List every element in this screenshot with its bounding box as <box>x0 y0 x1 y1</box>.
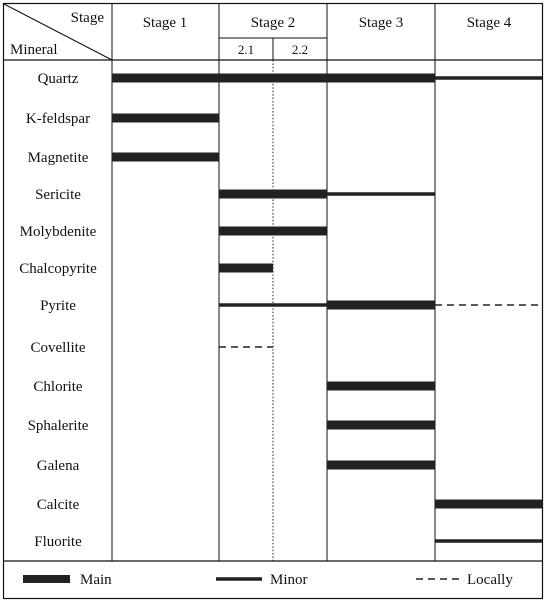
outer-border <box>2 2 544 600</box>
legend-minor-label: Minor <box>270 572 308 588</box>
stage-header-4: Stage 4 <box>467 15 512 31</box>
mineral-label-magnetite: Magnetite <box>28 150 89 166</box>
stage-axis-label: Stage <box>71 10 105 26</box>
mineral-label-sphalerite: Sphalerite <box>28 418 89 434</box>
bar-sericite-main-0 <box>219 189 327 199</box>
bar-sphalerite-main-0 <box>327 420 435 430</box>
header: Stage Mineral Stage 1 Stage 2 2.1 2.2 St… <box>10 10 512 58</box>
occurrence-bars <box>112 73 542 543</box>
mineral-label-pyrite: Pyrite <box>40 298 76 314</box>
table-frame <box>2 2 544 600</box>
legend: Main Minor Locally <box>23 572 513 588</box>
substage-header-2-1: 2.1 <box>238 42 254 57</box>
mineral-labels: Quartz K-feldspar Magnetite Sericite Molybde… <box>19 71 97 550</box>
mineral-label-quartz: Quartz <box>38 71 79 87</box>
stage-header-2: Stage 2 <box>251 15 296 31</box>
mineral-label-fluorite: Fluorite <box>34 534 82 550</box>
legend-main-label: Main <box>80 572 112 588</box>
substage-header-2-2: 2.2 <box>292 42 308 57</box>
stage-header-1: Stage 1 <box>143 15 188 31</box>
bar-calcite-main-0 <box>435 499 542 509</box>
header-diagonal <box>3 3 113 61</box>
legend-main-swatch <box>23 575 70 583</box>
mineral-label-molybdenite: Molybdenite <box>20 224 97 240</box>
mineral-label-calcite: Calcite <box>37 497 80 513</box>
mineral-label-sericite: Sericite <box>35 187 81 203</box>
mineral-label-galena: Galena <box>37 458 80 474</box>
bar-magnetite-main-0 <box>112 152 219 162</box>
bar-quartz-main-0 <box>112 73 435 83</box>
bar-molybdenite-main-0 <box>219 226 327 236</box>
mineral-label-chalcopyrite: Chalcopyrite <box>19 261 97 277</box>
mineral-label-chlorite: Chlorite <box>33 379 83 395</box>
mineral-label-k-feldspar: K-feldspar <box>26 111 90 127</box>
bar-chalcopyrite-main-0 <box>219 263 273 273</box>
mineral-axis-label: Mineral <box>10 42 57 58</box>
mineral-label-covellite: Covellite <box>31 340 86 356</box>
bar-pyrite-main-1 <box>327 300 435 310</box>
legend-locally-label: Locally <box>467 572 513 588</box>
stage-header-3: Stage 3 <box>359 15 404 31</box>
bar-chlorite-main-0 <box>327 381 435 391</box>
bar-galena-main-0 <box>327 460 435 470</box>
bar-k-feldspar-main-0 <box>112 113 219 123</box>
